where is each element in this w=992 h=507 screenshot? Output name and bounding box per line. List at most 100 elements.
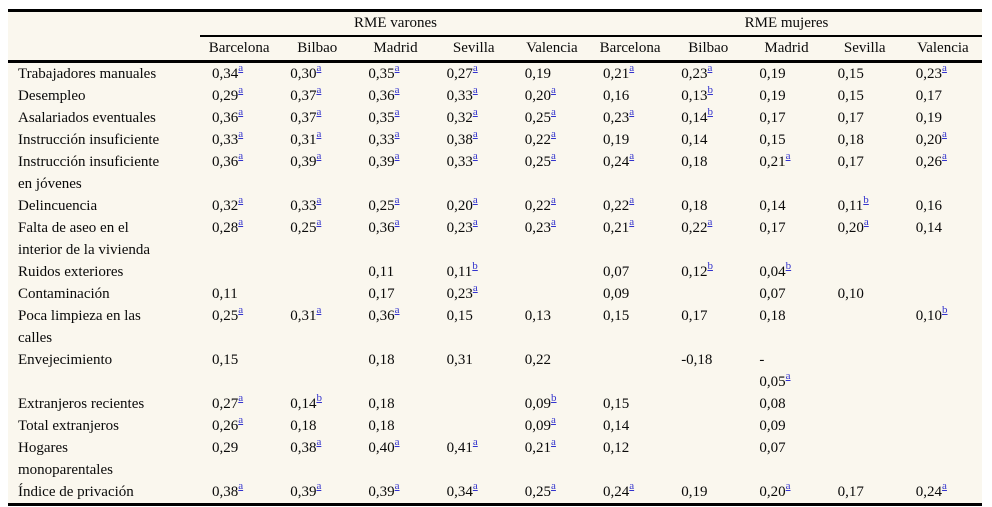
footnote-ref-b[interactable]: b bbox=[551, 392, 557, 404]
value-cell bbox=[904, 415, 982, 437]
value-cell: 0,33a bbox=[368, 128, 400, 149]
value-cell: 0,21a bbox=[524, 436, 556, 457]
footnote-ref-a[interactable]: a bbox=[238, 414, 244, 426]
footnote-ref-a[interactable]: a bbox=[551, 436, 556, 448]
footnote-ref-a[interactable]: a bbox=[785, 370, 791, 382]
value-cell bbox=[513, 283, 591, 305]
footnote-ref-a[interactable]: a bbox=[551, 106, 556, 118]
footnote-ref-a[interactable]: a bbox=[785, 480, 791, 492]
row-label: Delincuencia bbox=[18, 198, 98, 214]
footnote-ref-a[interactable]: a bbox=[629, 216, 635, 228]
footnote-ref-a[interactable]: a bbox=[316, 194, 322, 206]
footnote-ref-a[interactable]: a bbox=[629, 62, 635, 74]
value-cell bbox=[591, 349, 669, 393]
value-cell: 0,27a bbox=[446, 62, 478, 83]
footnote-ref-a[interactable]: a bbox=[394, 106, 400, 118]
footnote-ref-a[interactable]: a bbox=[238, 150, 244, 162]
value-cell: 0,09a bbox=[524, 414, 556, 435]
value-cell: 0,18 bbox=[290, 418, 317, 434]
footnote-ref-a[interactable]: a bbox=[394, 480, 400, 492]
footnote-ref-a[interactable]: a bbox=[472, 84, 478, 96]
footnote-ref-a[interactable]: a bbox=[394, 128, 400, 140]
footnote-ref-a[interactable]: a bbox=[394, 304, 400, 316]
footnote-ref-b[interactable]: b bbox=[316, 392, 322, 404]
value-cell: 0,34a bbox=[212, 62, 244, 83]
value-cell: 0,18 bbox=[681, 154, 708, 170]
footnote-ref-a[interactable]: a bbox=[394, 216, 400, 228]
footnote-ref-a[interactable]: a bbox=[316, 128, 322, 140]
footnote-ref-a[interactable]: a bbox=[551, 128, 556, 140]
table-body: Trabajadores manuales 0,34a 0,30a 0,35a 0,27… bbox=[8, 63, 982, 503]
footnote-ref-a[interactable]: a bbox=[316, 304, 322, 316]
footnote-ref-a[interactable]: a bbox=[942, 150, 947, 162]
value-cell: 0,09b bbox=[524, 392, 557, 413]
footnote-ref-a[interactable]: a bbox=[472, 128, 478, 140]
footnote-ref-a[interactable]: a bbox=[316, 216, 322, 228]
footnote-ref-a[interactable]: a bbox=[472, 194, 478, 206]
value-cell: 0,38a bbox=[212, 480, 244, 501]
footnote-ref-a[interactable]: a bbox=[551, 414, 556, 426]
footnote-ref-a[interactable]: a bbox=[942, 480, 947, 492]
value-cell: 0,36a bbox=[212, 150, 244, 171]
footnote-ref-b[interactable]: b bbox=[863, 194, 869, 206]
footnote-ref-a[interactable]: a bbox=[472, 216, 478, 228]
footnote-ref-a[interactable]: a bbox=[316, 84, 322, 96]
footnote-ref-a[interactable]: a bbox=[629, 106, 635, 118]
row-label: Desempleo bbox=[18, 88, 86, 104]
footnote-ref-a[interactable]: a bbox=[707, 62, 713, 74]
footnote-ref-a[interactable]: a bbox=[472, 106, 478, 118]
value-cell bbox=[826, 393, 904, 415]
footnote-ref-b[interactable]: b bbox=[942, 304, 948, 316]
footnote-ref-a[interactable]: a bbox=[316, 62, 322, 74]
table-row: Extranjeros recientes 0,27a 0,14b 0,18 0,09b… bbox=[8, 393, 982, 415]
footnote-ref-b[interactable]: b bbox=[707, 260, 713, 272]
footnote-ref-a[interactable]: a bbox=[942, 62, 947, 74]
footnote-ref-a[interactable]: a bbox=[238, 106, 244, 118]
footnote-ref-a[interactable]: a bbox=[394, 150, 400, 162]
footnote-ref-a[interactable]: a bbox=[238, 84, 244, 96]
footnote-ref-a[interactable]: a bbox=[863, 216, 869, 228]
footnote-ref-a[interactable]: a bbox=[316, 106, 322, 118]
footnote-ref-b[interactable]: b bbox=[472, 260, 478, 272]
footnote-ref-a[interactable]: a bbox=[551, 216, 556, 228]
footnote-ref-b[interactable]: b bbox=[707, 84, 713, 96]
footnote-ref-a[interactable]: a bbox=[238, 62, 244, 74]
footnote-ref-a[interactable]: a bbox=[238, 128, 244, 140]
footnote-ref-a[interactable]: a bbox=[238, 194, 244, 206]
footnote-ref-a[interactable]: a bbox=[551, 84, 556, 96]
footnote-ref-b[interactable]: b bbox=[707, 106, 713, 118]
footnote-ref-a[interactable]: a bbox=[551, 150, 556, 162]
value-cell: 0,15 bbox=[212, 352, 239, 368]
footnote-ref-a[interactable]: a bbox=[316, 436, 322, 448]
footnote-ref-a[interactable]: a bbox=[942, 128, 947, 140]
footnote-ref-a[interactable]: a bbox=[472, 436, 478, 448]
footnote-ref-b[interactable]: b bbox=[785, 260, 792, 272]
row-label: Poca limpieza en las calles bbox=[18, 308, 141, 346]
footnote-ref-a[interactable]: a bbox=[785, 150, 791, 162]
footnote-ref-a[interactable]: a bbox=[472, 150, 478, 162]
footnote-ref-a[interactable]: a bbox=[629, 150, 635, 162]
footnote-ref-a[interactable]: a bbox=[316, 480, 322, 492]
row-label: Envejecimiento bbox=[18, 352, 113, 368]
footnote-ref-a[interactable]: a bbox=[394, 84, 400, 96]
footnote-ref-a[interactable]: a bbox=[238, 392, 244, 404]
footnote-ref-a[interactable]: a bbox=[394, 436, 400, 448]
footnote-ref-a[interactable]: a bbox=[472, 480, 478, 492]
footnote-ref-a[interactable]: a bbox=[707, 216, 713, 228]
footnote-ref-a[interactable]: a bbox=[551, 480, 556, 492]
footnote-ref-a[interactable]: a bbox=[316, 150, 322, 162]
table-row: Envejecimiento 0,15 0,18 0,31 0,22 -0,18 -0,05… bbox=[8, 349, 982, 393]
footnote-ref-a[interactable]: a bbox=[238, 480, 244, 492]
footnote-ref-a[interactable]: a bbox=[238, 216, 244, 228]
footnote-ref-a[interactable]: a bbox=[551, 194, 556, 206]
value-cell: 0,36a bbox=[368, 304, 400, 325]
footnote-ref-a[interactable]: a bbox=[472, 62, 478, 74]
footnote-ref-a[interactable]: a bbox=[629, 194, 635, 206]
footnote-ref-a[interactable]: a bbox=[394, 194, 400, 206]
footnote-ref-a[interactable]: a bbox=[238, 304, 244, 316]
value-cell: 0,24a bbox=[602, 150, 635, 171]
value-cell bbox=[904, 349, 982, 393]
footnote-ref-a[interactable]: a bbox=[394, 62, 400, 74]
footnote-ref-a[interactable]: a bbox=[629, 480, 635, 492]
footnote-ref-a[interactable]: a bbox=[472, 282, 478, 294]
